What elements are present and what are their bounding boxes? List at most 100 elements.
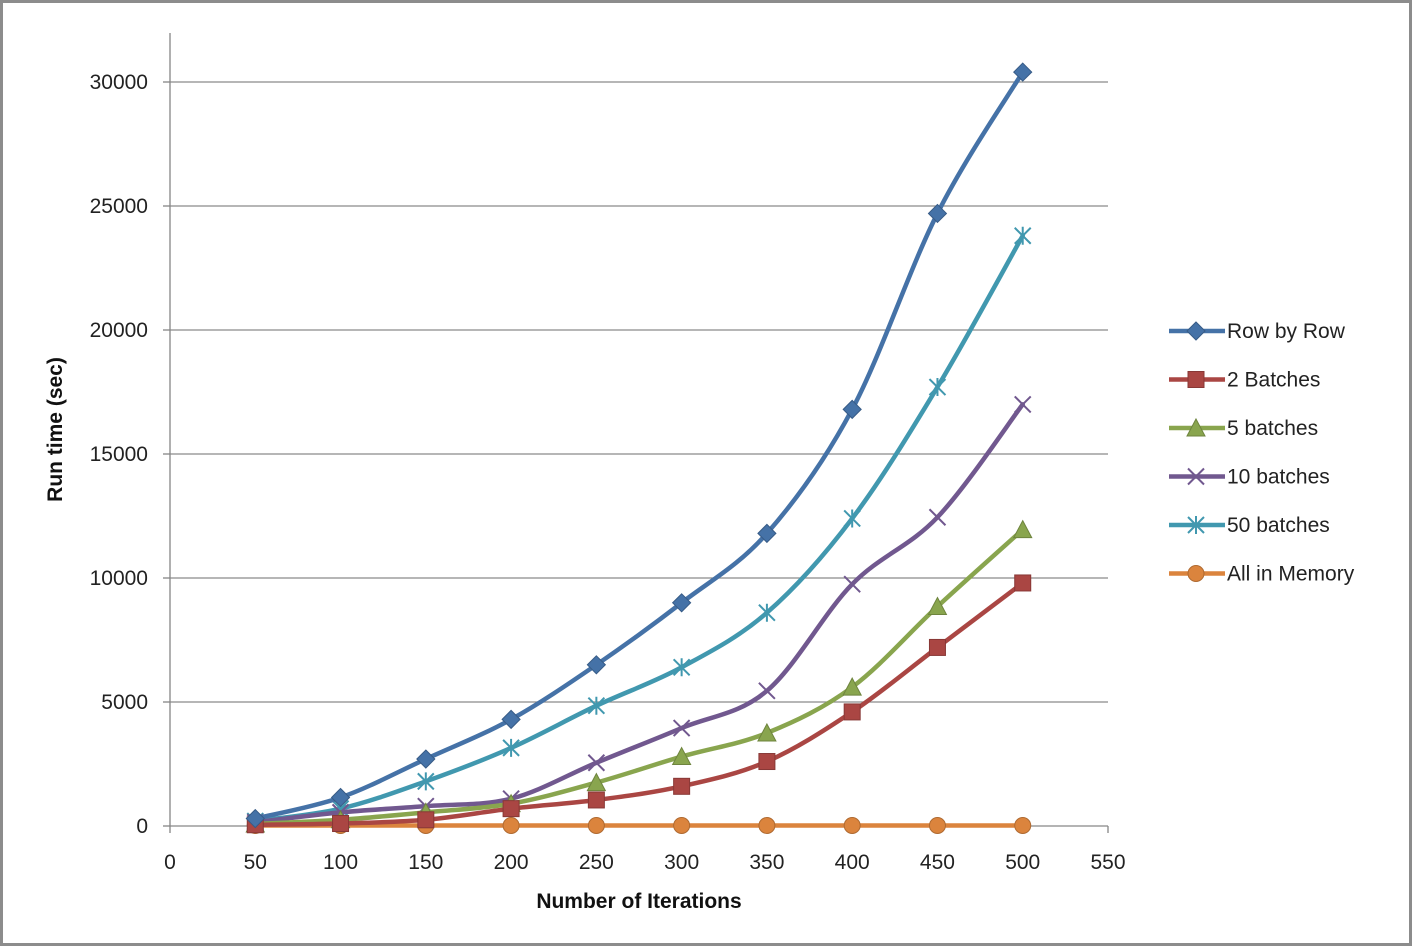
legend-marker-all-in-memory (1187, 565, 1205, 582)
data-point-50-batches (843, 509, 861, 528)
legend-label: 2 Batches (1227, 369, 1320, 392)
data-point-50-batches (417, 772, 435, 791)
series-line-5-batches (253, 527, 1025, 827)
legend-label: Row by Row (1227, 320, 1346, 343)
data-point-2-batches (332, 815, 350, 833)
data-point-row-by-row (586, 655, 607, 675)
data-point-all-in-memory (673, 817, 691, 835)
data-point-all-in-memory (758, 817, 776, 835)
y-axis-label: Run time (sec) (44, 357, 67, 502)
x-tick-label: 0 (164, 851, 176, 874)
y-tick-label: 10000 (90, 567, 148, 590)
x-tick-label: 500 (1005, 851, 1040, 874)
data-point-all-in-memory (587, 817, 605, 835)
legend-item-2-batches: 2 Batches (1169, 369, 1320, 392)
x-tick-label: 250 (579, 851, 614, 874)
data-point-5-batches (842, 677, 863, 696)
data-point-row-by-row (330, 787, 351, 808)
x-tick-label: 100 (323, 851, 358, 874)
data-point-row-by-row (842, 399, 862, 420)
legend-label: All in Memory (1227, 563, 1355, 586)
data-point-2-batches (1014, 574, 1032, 592)
legend-item-all-in-memory: All in Memory (1169, 563, 1355, 586)
y-axis-ticks: 0 5000 10000 15000 20000 25000 30000 (90, 71, 148, 838)
data-point-5-batches (586, 772, 607, 792)
y-tick-label: 30000 (90, 71, 148, 94)
data-point-row-by-row (416, 749, 436, 769)
data-point-50-batches (758, 603, 776, 622)
data-point-2-batches (417, 811, 435, 829)
data-point-row-by-row (501, 709, 521, 730)
gridlines (170, 81, 1108, 703)
data-point-all-in-memory (1014, 817, 1032, 835)
series-line-50-batches (253, 233, 1025, 824)
data-point-10-batches (843, 575, 861, 593)
data-point-50-batches (672, 658, 691, 677)
data-point-5-batches (757, 722, 777, 742)
data-point-2-batches (587, 791, 605, 809)
data-point-50-batches (928, 378, 947, 397)
legend-marker-2-batches (1187, 371, 1205, 388)
data-point-all-in-memory (928, 817, 946, 835)
legend-item-5-batches: 5 batches (1169, 417, 1318, 440)
data-point-10-batches (928, 508, 947, 526)
axes (163, 33, 1109, 833)
data-point-5-batches (927, 596, 948, 616)
data-point-10-batches (758, 682, 776, 700)
series-2-batches (246, 574, 1032, 834)
series-10-batches (246, 395, 1032, 831)
legend-marker-50-batches (1187, 516, 1205, 534)
x-tick-label: 150 (408, 851, 443, 874)
series-line-2-batches (253, 580, 1025, 828)
legend-item-row-by-row: Row by Row (1169, 320, 1346, 343)
legend: Row by Row 2 Batches 5 batches 10 batches 50… (1169, 320, 1355, 586)
legend-label: 5 batches (1227, 417, 1318, 440)
x-tick-label: 400 (835, 851, 870, 874)
data-point-row-by-row (757, 523, 777, 544)
data-point-10-batches (587, 754, 606, 772)
data-point-row-by-row (671, 593, 692, 613)
x-tick-label: 550 (1090, 851, 1125, 874)
series-5-batches (245, 519, 1033, 833)
y-tick-label: 15000 (90, 443, 148, 466)
data-point-50-batches (1014, 226, 1032, 245)
x-axis-label: Number of Iterations (536, 890, 741, 913)
data-point-10-batches (672, 719, 691, 737)
x-tick-label: 50 (244, 851, 267, 874)
series-group (245, 62, 1033, 835)
x-tick-label: 450 (920, 851, 955, 874)
data-point-2-batches (502, 800, 520, 818)
x-tick-label: 350 (749, 851, 784, 874)
data-point-all-in-memory (843, 817, 861, 835)
series-50-batches (246, 226, 1032, 831)
y-tick-label: 0 (136, 815, 148, 838)
x-axis-ticks: 0 50 100 150 200 250 300 350 400 450 500 550 (164, 851, 1125, 874)
data-point-row-by-row (245, 808, 265, 829)
legend-label: 10 batches (1227, 466, 1330, 489)
line-chart: 0 50 100 150 200 250 300 350 400 450 500 550 0 5000 1… (44, 33, 1355, 913)
series-row-by-row (245, 62, 1033, 829)
data-point-5-batches (671, 746, 692, 766)
x-tick-label: 300 (664, 851, 699, 874)
series-line-10-batches (253, 402, 1025, 825)
y-tick-label: 20000 (90, 319, 148, 342)
series-line-row-by-row (253, 69, 1025, 821)
x-tick-label: 200 (494, 851, 529, 874)
data-point-row-by-row (1013, 62, 1033, 82)
y-tick-label: 5000 (101, 691, 148, 714)
y-tick-label: 25000 (90, 195, 148, 218)
data-point-50-batches (587, 696, 606, 715)
data-point-50-batches (502, 738, 520, 757)
legend-label: 50 batches (1227, 514, 1330, 537)
legend-item-50-batches: 50 batches (1169, 514, 1330, 537)
data-point-2-batches (843, 703, 861, 721)
legend-marker-10-batches (1187, 467, 1205, 486)
data-point-row-by-row (927, 203, 948, 224)
data-point-10-batches (1014, 395, 1032, 414)
legend-marker-row-by-row (1186, 321, 1206, 341)
legend-item-10-batches: 10 batches (1169, 466, 1330, 489)
data-point-all-in-memory (502, 817, 520, 835)
data-point-5-batches (1012, 519, 1033, 539)
data-point-2-batches (928, 638, 946, 656)
